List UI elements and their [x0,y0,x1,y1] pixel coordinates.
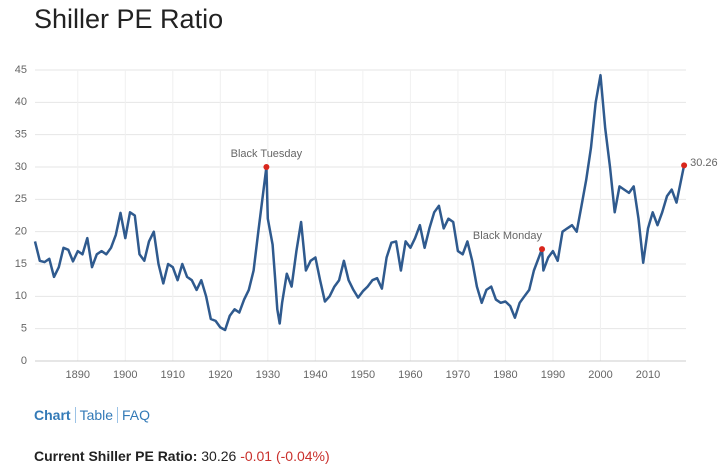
annotation-label: Black Tuesday [231,148,303,160]
nav-link[interactable]: Chart [34,407,71,423]
y-tick-label: 30 [15,161,27,173]
x-tick-label: 1930 [256,369,280,381]
x-tick-label: 1980 [493,369,517,381]
y-tick-label: 40 [15,96,27,108]
x-tick-label: 2010 [636,369,660,381]
x-tick-label: 1910 [161,369,185,381]
current-value: Current Shiller PE Ratio: 30.26 -0.01 (-… [34,448,330,464]
y-tick-label: 15 [15,258,27,270]
nav-link[interactable]: FAQ [117,407,155,423]
nav-link[interactable]: Table [74,407,118,423]
annotation-marker [539,246,546,253]
chart: 0 5 10 15 20 25 30 35 40 45 1890 1900 1910 1920 1930 19… [15,64,718,381]
x-tick-label: 1940 [303,369,327,381]
x-tick-label: 2000 [588,369,612,381]
current-change: -0.01 (-0.04%) [240,448,330,464]
y-tick-label: 5 [21,323,27,335]
y-tick-label: 35 [15,129,27,141]
x-tick-label: 1960 [398,369,422,381]
x-tick-label: 1890 [66,369,90,381]
last-marker [681,162,688,169]
nav: Chart Table FAQ [34,407,155,423]
y-tick-label: 25 [15,193,27,205]
x-tick-label: 1950 [351,369,375,381]
x-tick-label: 1900 [113,369,137,381]
line [33,73,686,332]
y-tick-label: 45 [15,64,27,76]
x-tick-label: 1990 [541,369,565,381]
x-tick-label: 1920 [208,369,232,381]
y-tick-label: 0 [21,355,27,367]
last-value-label: 30.26 [690,157,718,169]
chart-title: Shiller PE Ratio [34,4,224,34]
current-number: 30.26 [201,448,237,464]
current-label: Current Shiller PE Ratio: [34,448,198,464]
annotation-marker [263,164,270,170]
annotation-label: Black Monday [473,230,543,242]
y-tick-label: 10 [15,290,27,302]
y-tick-label: 20 [15,226,27,238]
x-tick-label: 1970 [446,369,470,381]
